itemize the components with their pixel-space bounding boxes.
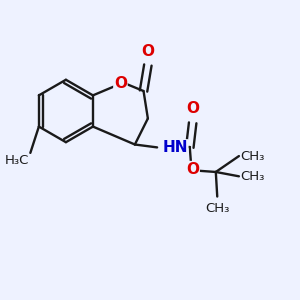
Text: HN: HN [162, 140, 188, 155]
Text: CH₃: CH₃ [240, 150, 265, 163]
Text: O: O [186, 101, 199, 116]
Text: O: O [114, 76, 127, 91]
Text: O: O [141, 44, 154, 59]
Text: CH₃: CH₃ [205, 202, 230, 215]
Text: O: O [186, 162, 199, 177]
Text: CH₃: CH₃ [240, 170, 265, 183]
Text: H₃C: H₃C [4, 154, 29, 167]
